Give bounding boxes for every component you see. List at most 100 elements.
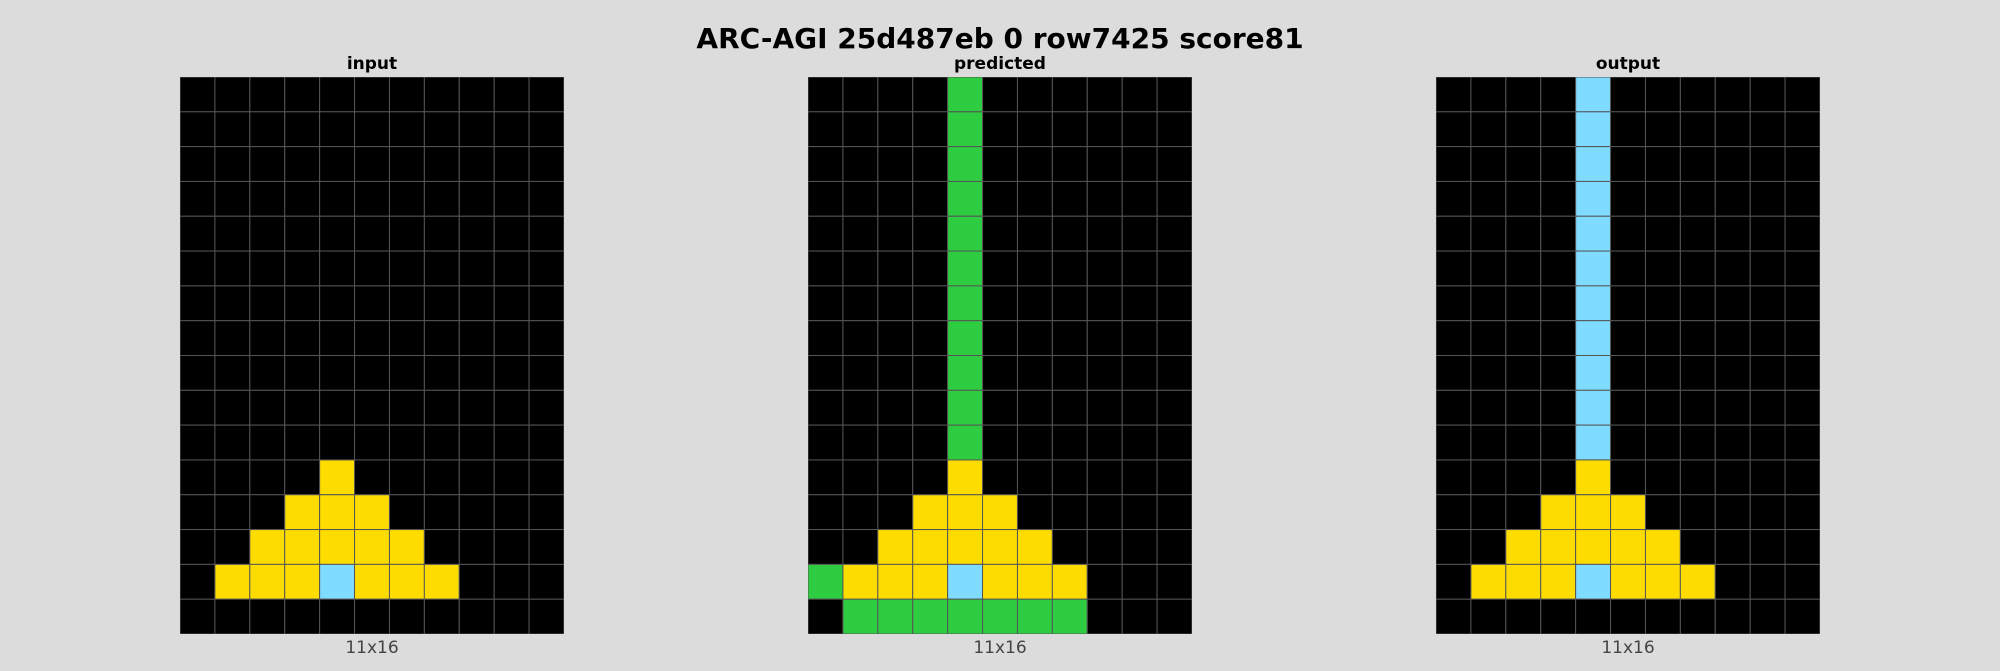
grid-cell bbox=[249, 494, 286, 531]
grid-cell bbox=[493, 250, 530, 287]
grid-cell bbox=[1679, 146, 1716, 182]
grid-cell bbox=[1505, 146, 1542, 182]
grid-cell bbox=[1784, 77, 1820, 113]
grid-cell bbox=[808, 77, 844, 113]
grid-cell bbox=[528, 424, 564, 461]
grid-cell bbox=[1156, 215, 1192, 252]
grid-cell bbox=[842, 459, 879, 496]
grid-cell bbox=[354, 598, 390, 634]
grid-cell bbox=[214, 355, 251, 391]
grid-cell bbox=[1679, 180, 1716, 217]
grid-cell bbox=[1086, 355, 1123, 391]
grid-cell bbox=[214, 77, 251, 113]
grid-cell bbox=[423, 355, 460, 391]
grid-cell bbox=[180, 529, 216, 565]
grid-cell bbox=[1436, 563, 1472, 600]
grid-cell bbox=[1505, 424, 1542, 461]
grid-cell bbox=[1644, 320, 1681, 356]
grid-cell bbox=[877, 320, 914, 356]
grid-cell bbox=[528, 111, 564, 148]
grid-cell bbox=[180, 285, 216, 322]
grid-cell bbox=[1540, 215, 1577, 252]
grid-cell bbox=[1575, 563, 1612, 600]
grid-cell bbox=[284, 180, 321, 217]
grid-cell bbox=[947, 563, 984, 600]
grid-cell bbox=[493, 355, 530, 391]
grid-cell bbox=[388, 389, 425, 426]
grid-cell bbox=[1505, 111, 1542, 148]
grid-cell bbox=[388, 598, 425, 634]
panel-size-input: 11x16 bbox=[345, 638, 399, 658]
grid-cell bbox=[1436, 529, 1472, 565]
grid-cell bbox=[1016, 424, 1053, 461]
grid-cell bbox=[1749, 459, 1786, 496]
grid-cell bbox=[1749, 285, 1786, 322]
grid-cell bbox=[1610, 250, 1646, 287]
grid-cell bbox=[423, 563, 460, 600]
grid-cell bbox=[1156, 320, 1192, 356]
grid-cell bbox=[1679, 563, 1716, 600]
grid-cell bbox=[1714, 215, 1751, 252]
grid-cell bbox=[354, 320, 390, 356]
grid-cell bbox=[180, 77, 216, 113]
grid-cell bbox=[354, 215, 390, 252]
grid-cell bbox=[1540, 389, 1577, 426]
grid-cell bbox=[284, 459, 321, 496]
grid-cell bbox=[1679, 250, 1716, 287]
panel-title-output: output bbox=[1595, 54, 1661, 74]
grid-cell bbox=[423, 424, 460, 461]
page-title: ARC-AGI 25d487eb 0 row7425 score81 bbox=[696, 22, 1304, 55]
panel-size-predicted: 11x16 bbox=[973, 638, 1027, 658]
grid-cell bbox=[1436, 494, 1472, 531]
grid-cell bbox=[1575, 459, 1612, 496]
grid-cell bbox=[1470, 563, 1507, 600]
grid-cell bbox=[947, 355, 984, 391]
grid-cell bbox=[214, 111, 251, 148]
grid-cell bbox=[1644, 459, 1681, 496]
grid-cell bbox=[423, 111, 460, 148]
grid-cell bbox=[214, 598, 251, 634]
grid-cell bbox=[180, 111, 216, 148]
grid-cell bbox=[458, 285, 495, 322]
grid-cell bbox=[1505, 250, 1542, 287]
grid-cell bbox=[1575, 494, 1612, 531]
grid-cell bbox=[1749, 494, 1786, 531]
grid-cell bbox=[528, 355, 564, 391]
grid-cell bbox=[1156, 424, 1192, 461]
grid-cell bbox=[284, 146, 321, 182]
grid-cell bbox=[1436, 111, 1472, 148]
grid-cell bbox=[877, 77, 914, 113]
grid-cell bbox=[1679, 285, 1716, 322]
grid-cell bbox=[1121, 529, 1158, 565]
grid-cell bbox=[1679, 424, 1716, 461]
grid-cell bbox=[912, 563, 949, 600]
grid-cell bbox=[877, 355, 914, 391]
grid-cell bbox=[1610, 424, 1646, 461]
grid-cell bbox=[528, 494, 564, 531]
grid-cell bbox=[388, 459, 425, 496]
grid-cell bbox=[1016, 215, 1053, 252]
grid-cell bbox=[1784, 459, 1820, 496]
grid-cell bbox=[1121, 77, 1158, 113]
grid-cell bbox=[180, 598, 216, 634]
grid-cell bbox=[912, 250, 949, 287]
grid-cell bbox=[493, 77, 530, 113]
grid-cell bbox=[214, 146, 251, 182]
grid-cell bbox=[1121, 180, 1158, 217]
grid-cell bbox=[528, 563, 564, 600]
grid-cell bbox=[842, 77, 879, 113]
grid-cell bbox=[877, 563, 914, 600]
grid-cell bbox=[423, 77, 460, 113]
grid-cell bbox=[1156, 77, 1192, 113]
grid-cell bbox=[1016, 285, 1053, 322]
grid-cell bbox=[982, 180, 1018, 217]
grid-cell bbox=[1540, 355, 1577, 391]
grid-cell bbox=[982, 77, 1018, 113]
grid-cell bbox=[1749, 389, 1786, 426]
grid-cell bbox=[982, 424, 1018, 461]
grid-cell bbox=[842, 494, 879, 531]
grid-cell bbox=[249, 459, 286, 496]
grid-cell bbox=[982, 285, 1018, 322]
grid-cell bbox=[493, 529, 530, 565]
grid-cell bbox=[493, 320, 530, 356]
